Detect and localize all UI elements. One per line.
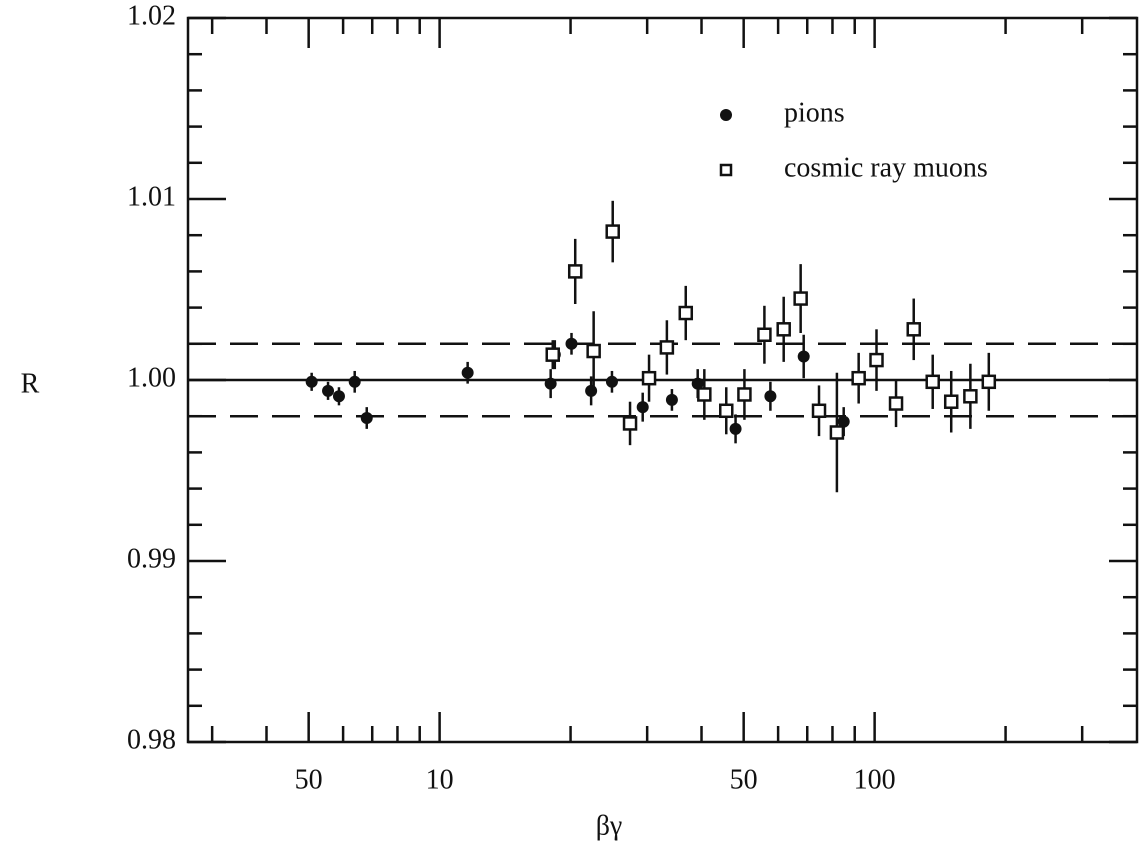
data-point [678,305,694,321]
x-tick-label: 100 [854,764,896,795]
y-tick-label: 1.01 [127,181,176,212]
x-tick-label: 50 [730,764,758,795]
data-point [322,384,335,397]
data-point [797,350,810,363]
data-point [906,322,921,337]
y-axis-label: R [21,368,40,399]
y-tick-label: 0.98 [127,724,176,755]
data-point [305,375,318,388]
data-point [729,422,742,435]
legend-label: cosmic ray muons [784,152,988,183]
data-point [461,366,474,379]
data-point [622,416,638,431]
data-point [567,264,583,279]
data-point [829,425,845,440]
data-point [943,394,959,409]
x-tick-label: 10 [426,764,454,795]
data-point [776,322,791,337]
data-point [691,377,704,390]
data-point [605,224,620,239]
data-point [665,393,678,406]
data-point [659,340,675,355]
x-tick-label: 50 [295,764,323,795]
data-point [641,370,657,386]
data-point [545,347,560,362]
y-tick-label: 1.00 [127,362,176,393]
data-point [925,374,940,390]
data-point [981,374,997,390]
data-point [332,390,345,403]
data-point [586,343,601,359]
data-point [963,389,978,404]
data-point [719,403,734,419]
data-point [348,375,361,388]
data-point [360,412,373,425]
data-point [793,291,808,306]
data-point [851,370,866,386]
data-point [737,387,752,402]
data-point [605,375,618,388]
data-point [837,415,850,428]
data-point [697,387,712,402]
data-point [811,403,827,419]
y-tick-label: 0.99 [127,543,176,574]
data-point [585,384,598,397]
legend-marker [720,109,732,121]
legend-marker [719,163,733,177]
data-point [757,327,772,342]
data-point [544,377,557,390]
data-point [869,352,884,368]
legend-label: pions [784,97,845,128]
data-point [764,390,777,403]
data-point [636,401,649,414]
x-axis-label: βγ [596,810,623,841]
y-tick-label: 1.02 [127,0,176,31]
data-point [565,337,578,350]
data-point [888,396,904,411]
